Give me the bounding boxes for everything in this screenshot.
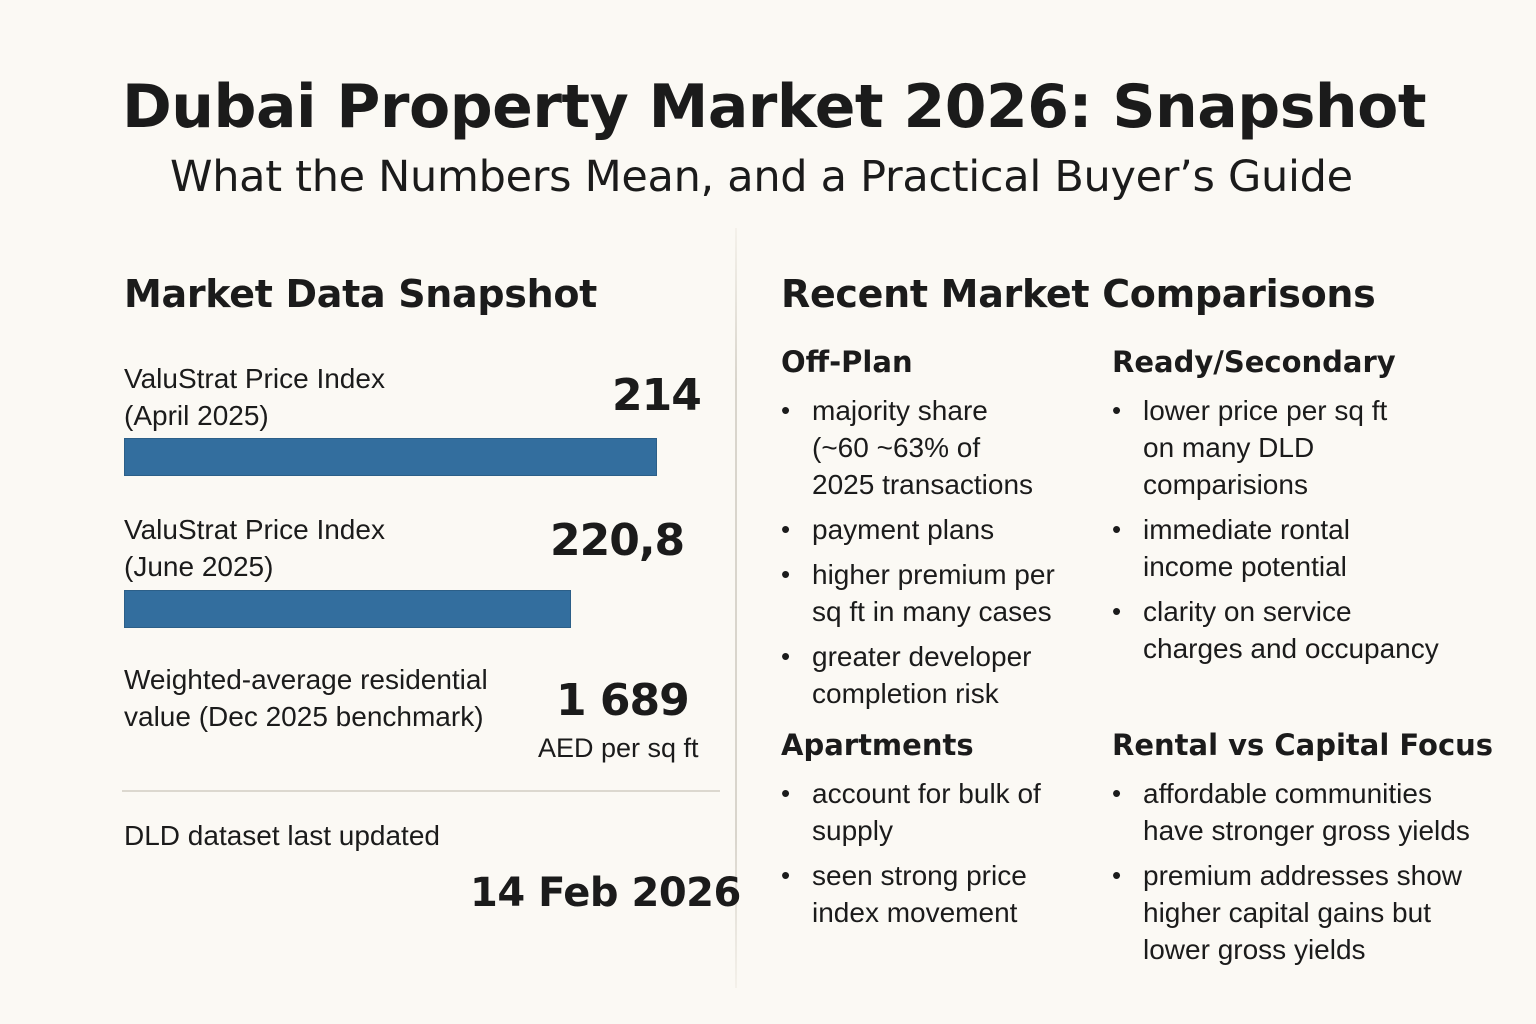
list-item: seen strong price index movement [781,857,1091,931]
page-title: Dubai Property Market 2026: Snapshot [122,72,1427,142]
list-item: greater developer completion risk [781,638,1091,712]
list-item: payment plans [781,511,1091,548]
metric-label-line: (April 2025) [124,400,269,431]
metric-label: ValuStrat Price Index (April 2025) [124,360,385,434]
list-item: lower price per sq ft on many DLD compar… [1112,392,1512,503]
metric-label: ValuStrat Price Index (June 2025) [124,511,385,585]
section-divider [122,790,720,792]
metric-label-line: ValuStrat Price Index [124,514,385,545]
apartments-list: account for bulk of supply seen strong p… [781,775,1091,939]
list-item: immediate rontal income potential [1112,511,1512,585]
column-divider [735,228,737,988]
metric-value: 220,8 [550,515,685,566]
list-item: higher premium per sq ft in many cases [781,556,1091,630]
off-plan-list: majority share (~60 ~63% of 2025 transac… [781,392,1091,720]
market-data-heading: Market Data Snapshot [124,272,598,316]
group-heading-apartments: Apartments [781,728,974,762]
metric-label-line: ValuStrat Price Index [124,363,385,394]
group-heading-off-plan: Off-Plan [781,345,913,379]
rental-capital-list: affordable communities have stronger gro… [1112,775,1512,976]
metric-label-line: (June 2025) [124,551,274,582]
metric-label-line: value (Dec 2025 benchmark) [124,701,484,732]
ready-secondary-list: lower price per sq ft on many DLD compar… [1112,392,1512,675]
index-bar-june [124,590,571,628]
comparisons-heading: Recent Market Comparisons [781,272,1376,316]
metric-unit: AED per sq ft [538,733,699,763]
list-item: clarity on service charges and occupancy [1112,593,1512,667]
dld-label: DLD dataset last updated [124,820,440,851]
group-heading-ready-secondary: Ready/Secondary [1112,345,1396,379]
list-item: majority share (~60 ~63% of 2025 transac… [781,392,1091,503]
dld-date: 14 Feb 2026 [470,870,741,916]
group-heading-rental-vs-capital: Rental vs Capital Focus [1112,728,1494,762]
list-item: account for bulk of supply [781,775,1091,849]
metric-label: Weighted-average residential value (Dec … [124,661,488,735]
list-item: premium addresses show higher capital ga… [1112,857,1512,968]
metric-value: 214 [612,370,702,421]
list-item: affordable communities have stronger gro… [1112,775,1512,849]
page-subtitle: What the Numbers Mean, and a Practical B… [170,152,1353,202]
metric-label-line: Weighted-average residential [124,664,488,695]
index-bar-april [124,438,657,476]
metric-value: 1 689 [556,675,690,726]
